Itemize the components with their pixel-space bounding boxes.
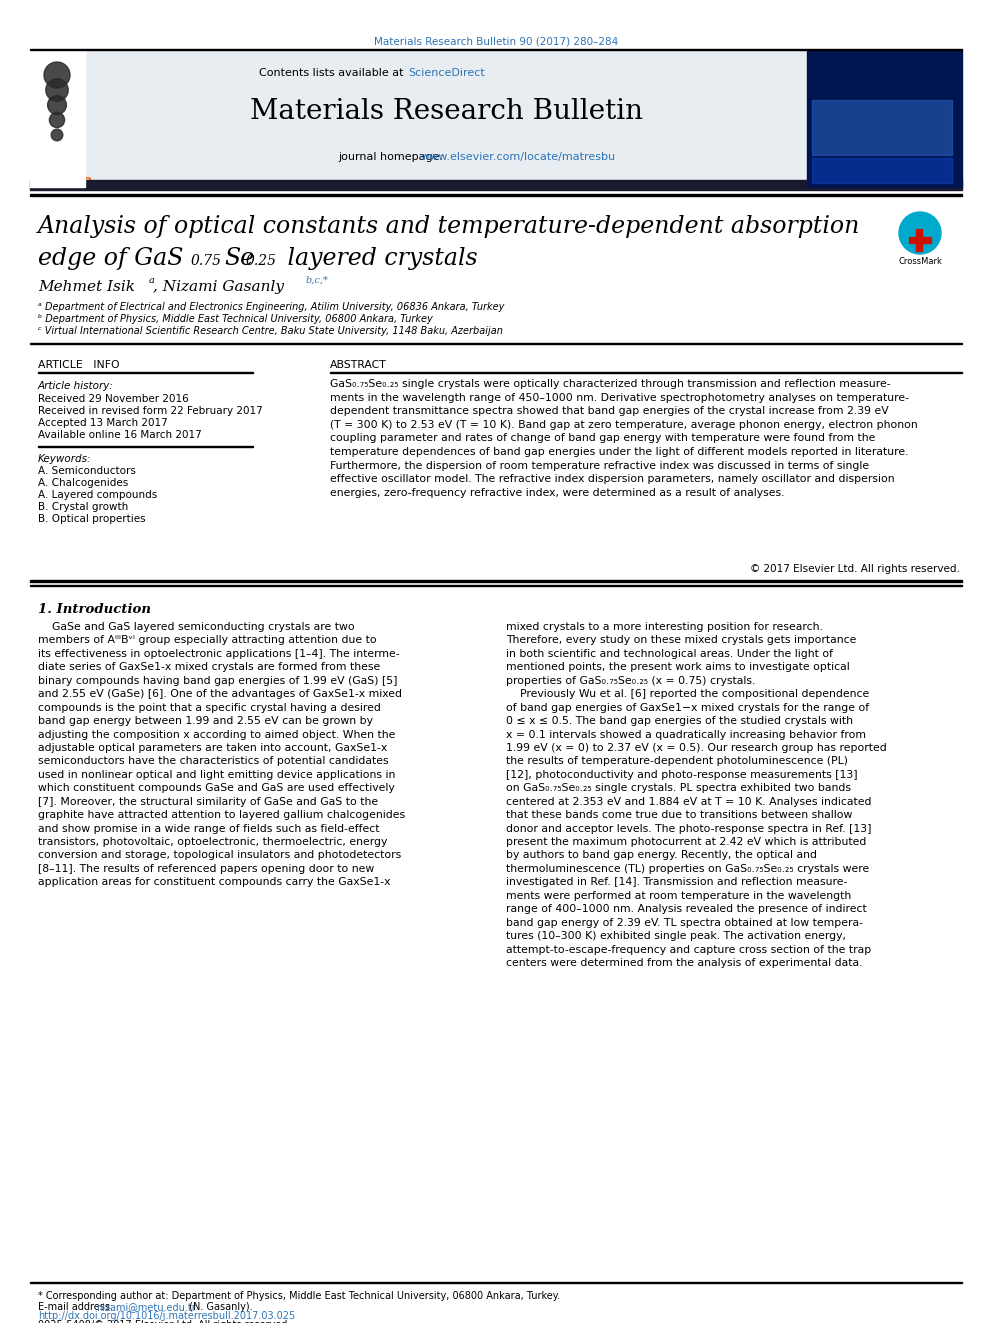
Bar: [909, 237, 931, 243]
Text: RESEARCH: RESEARCH: [861, 71, 907, 81]
Text: GaS₀.₇₅Se₀.₂₅ single crystals were optically characterized through transmission : GaS₀.₇₅Se₀.₂₅ single crystals were optic…: [330, 378, 918, 497]
Bar: [812, 101, 952, 155]
Text: © 2017 Elsevier Ltd. All rights reserved.: © 2017 Elsevier Ltd. All rights reserved…: [750, 564, 960, 574]
Bar: [30, 193, 962, 196]
Circle shape: [44, 62, 70, 89]
Circle shape: [899, 212, 941, 254]
Text: Accepted 13 March 2017: Accepted 13 March 2017: [38, 418, 168, 429]
Text: ABSTRACT: ABSTRACT: [330, 360, 387, 370]
Circle shape: [48, 95, 66, 114]
Text: ᵃ Department of Electrical and Electronics Engineering, Atilim University, 06836: ᵃ Department of Electrical and Electroni…: [38, 302, 504, 312]
Text: (N. Gasanly).: (N. Gasanly).: [186, 1302, 253, 1312]
Bar: [916, 229, 922, 251]
Text: Mehmet Isik: Mehmet Isik: [38, 280, 135, 294]
Circle shape: [46, 79, 68, 101]
Text: A. Semiconductors: A. Semiconductors: [38, 466, 136, 476]
Text: Se: Se: [224, 247, 254, 270]
Text: E-mail address:: E-mail address:: [38, 1302, 116, 1312]
Text: B. Crystal growth: B. Crystal growth: [38, 501, 128, 512]
Text: ELSEVIER: ELSEVIER: [31, 176, 93, 189]
Text: Keywords:: Keywords:: [38, 454, 91, 464]
Text: * Corresponding author at: Department of Physics, Middle East Technical Universi: * Corresponding author at: Department of…: [38, 1291, 560, 1301]
Text: edge of GaS: edge of GaS: [38, 247, 184, 270]
Bar: [30, 50, 85, 187]
Text: journal homepage:: journal homepage:: [338, 152, 446, 161]
Text: A. Layered compounds: A. Layered compounds: [38, 490, 158, 500]
Text: b,c,*: b,c,*: [306, 277, 329, 284]
Text: ARTICLE   INFO: ARTICLE INFO: [38, 360, 120, 370]
Bar: [30, 579, 962, 582]
Text: http://dx.doi.org/10.1016/j.materresbull.2017.03.025: http://dx.doi.org/10.1016/j.materresbull…: [38, 1311, 296, 1320]
Bar: [807, 50, 962, 187]
Circle shape: [50, 112, 64, 127]
Text: a: a: [149, 277, 155, 284]
Text: mixed crystals to a more interesting position for research.
Therefore, every stu: mixed crystals to a more interesting pos…: [506, 622, 887, 968]
Text: Materials Research Bulletin 90 (2017) 280–284: Materials Research Bulletin 90 (2017) 28…: [374, 36, 618, 46]
Bar: [812, 157, 952, 183]
Text: nizami@metu.edu.tr: nizami@metu.edu.tr: [96, 1302, 195, 1312]
Text: Article history:: Article history:: [38, 381, 114, 392]
Text: BULLETIN: BULLETIN: [863, 82, 905, 91]
Text: 0.75: 0.75: [191, 254, 222, 269]
Text: A. Chalcogenides: A. Chalcogenides: [38, 478, 128, 488]
Text: Available online 16 March 2017: Available online 16 March 2017: [38, 430, 201, 441]
Text: 1. Introduction: 1. Introduction: [38, 603, 151, 617]
Text: ᶜ Virtual International Scientific Research Centre, Baku State University, 1148 : ᶜ Virtual International Scientific Resea…: [38, 325, 503, 336]
Text: Materials Research Bulletin: Materials Research Bulletin: [250, 98, 643, 124]
Text: layered crystals: layered crystals: [280, 247, 477, 270]
Text: Received in revised form 22 February 2017: Received in revised form 22 February 201…: [38, 406, 263, 415]
Text: ScienceDirect: ScienceDirect: [408, 67, 485, 78]
Text: MATERIALS: MATERIALS: [860, 62, 909, 71]
Circle shape: [52, 130, 62, 140]
Text: 0025-5408/© 2017 Elsevier Ltd. All rights reserved.: 0025-5408/© 2017 Elsevier Ltd. All right…: [38, 1320, 291, 1323]
Text: Analysis of optical constants and temperature-dependent absorption: Analysis of optical constants and temper…: [38, 216, 860, 238]
Text: B. Optical properties: B. Optical properties: [38, 515, 146, 524]
Text: CrossMark: CrossMark: [898, 257, 942, 266]
Text: , Nizami Gasanly: , Nizami Gasanly: [153, 280, 284, 294]
Text: Contents lists available at: Contents lists available at: [259, 67, 407, 78]
Text: 0.25: 0.25: [246, 254, 277, 269]
Text: Received 29 November 2016: Received 29 November 2016: [38, 394, 188, 404]
Text: GaSe and GaS layered semiconducting crystals are two
members of AᴵᴵᴵBᵛᴵ group es: GaSe and GaS layered semiconducting crys…: [38, 622, 405, 888]
Text: ᵇ Department of Physics, Middle East Technical University, 06800 Ankara, Turkey: ᵇ Department of Physics, Middle East Tec…: [38, 314, 433, 324]
Bar: [30, 180, 962, 191]
Bar: [85, 50, 807, 187]
Text: www.elsevier.com/locate/matresbu: www.elsevier.com/locate/matresbu: [421, 152, 616, 161]
